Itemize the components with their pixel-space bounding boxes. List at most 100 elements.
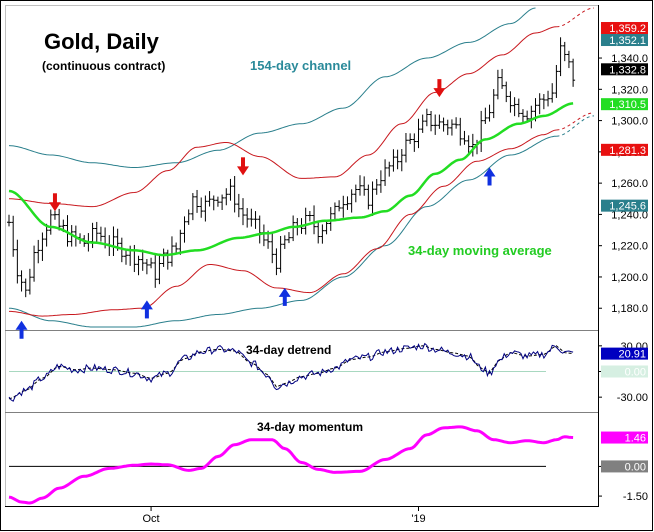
value-tag-label: 1,359.2 [609, 23, 646, 35]
price-bar [437, 114, 442, 129]
momentum-title: 34-day momentum [257, 420, 363, 434]
ma-annotation: 34-day moving average [408, 243, 552, 258]
channel34-lower-line [9, 129, 557, 317]
price-bar [48, 209, 53, 235]
price-bar [550, 83, 555, 103]
price-bar [32, 245, 37, 282]
price-bar [203, 195, 208, 222]
channel34-lower-line-projection [556, 112, 595, 131]
price-bar [374, 179, 379, 195]
price-bar [433, 114, 438, 135]
value-tag-label: 1,352.1 [609, 35, 646, 47]
price-bar [316, 222, 321, 244]
value-tag-box [601, 143, 648, 156]
price-bar [165, 249, 170, 270]
value-tag-label: 0.00 [625, 367, 646, 379]
up-arrow-icon-head [15, 320, 28, 330]
price-bar [140, 249, 145, 271]
value-tag-label: 1,332.8 [609, 64, 646, 76]
price-bar [241, 198, 245, 226]
detrend-panel [8, 342, 574, 402]
price-bar [195, 189, 200, 213]
price-bar [378, 170, 383, 193]
value-tag: 0.00 [601, 460, 648, 473]
price-bar [353, 184, 358, 203]
price-bar [512, 97, 517, 117]
price-bar [312, 205, 317, 235]
price-bar [7, 214, 11, 227]
value-tag: 1.46 [601, 431, 648, 445]
chart-title: Gold, Daily [44, 29, 160, 54]
down-arrow-icon [48, 193, 61, 212]
price-bar [36, 239, 41, 264]
up-arrow-icon-shaft [144, 308, 149, 319]
price-bar [98, 226, 103, 242]
channel-annotation: 154-day channel [250, 58, 351, 73]
price-bar [291, 215, 296, 242]
price-panel [7, 7, 595, 339]
up-arrow-icon [278, 287, 291, 306]
value-tag-label: 20.91 [618, 349, 646, 361]
price-bar [199, 197, 204, 218]
y-tick-label: 1,260.0 [611, 178, 648, 190]
price-bar [65, 215, 70, 247]
value-tag-box [601, 34, 648, 47]
price-bar [144, 259, 149, 275]
down-arrow-icon-head [48, 202, 61, 212]
price-bar [345, 196, 350, 210]
price-bar [424, 108, 429, 127]
price-bar [249, 208, 254, 227]
down-arrow-icon-head [237, 166, 249, 176]
price-bar [341, 195, 346, 218]
value-tag: 1,310.5 [601, 98, 648, 111]
up-arrow-icon-shaft [282, 295, 287, 306]
chart-subtitle: (continuous contract) [42, 59, 165, 73]
price-bar [395, 149, 400, 170]
price-bar [362, 176, 367, 196]
price-bar [571, 58, 576, 87]
up-arrow-icon-shaft [487, 175, 492, 186]
price-bar [387, 161, 392, 177]
price-bar [445, 119, 450, 136]
price-bar [366, 184, 371, 210]
price-bar [224, 188, 229, 206]
value-tag-box [601, 460, 648, 473]
up-arrow-icon-head [483, 167, 496, 177]
price-bar [307, 210, 312, 222]
value-tag-box [601, 365, 648, 378]
price-bar [349, 189, 354, 213]
price-bar [220, 194, 225, 210]
down-arrow-icon-shaft [52, 193, 57, 204]
value-tag-box [601, 199, 648, 212]
value-tag-label: 0.00 [625, 461, 646, 473]
price-bar [211, 195, 216, 211]
up-arrow-icon-shaft [19, 328, 24, 339]
channel34-upper-line [9, 26, 557, 208]
up-arrow-icon-head [140, 300, 153, 310]
value-tag-box [601, 63, 648, 76]
y-tick-label: 1,200.0 [611, 272, 648, 284]
y-tick-label: 1,220.0 [611, 241, 648, 253]
price-bar [495, 69, 500, 100]
x-tick-label: Oct [143, 513, 160, 525]
price-bar [337, 200, 342, 212]
price-bar [554, 64, 559, 98]
price-bar [408, 133, 413, 145]
price-bar [286, 232, 291, 244]
price-bar [470, 133, 475, 157]
y-tick-label: 1,340.0 [611, 53, 648, 65]
price-bar [420, 114, 425, 133]
y-tick-label: 1,300.0 [611, 116, 648, 128]
price-bar [320, 224, 325, 244]
price-bar [483, 107, 488, 124]
price-bar [546, 90, 551, 107]
price-bar [504, 81, 509, 103]
value-tag: 20.91 [601, 347, 648, 361]
price-bar [161, 248, 166, 267]
price-bar [466, 135, 471, 154]
price-bar [207, 191, 212, 207]
price-bar [416, 118, 421, 149]
price-bar [429, 110, 434, 132]
price-bar [282, 235, 287, 249]
value-tag-label: 1,245.6 [609, 201, 646, 213]
